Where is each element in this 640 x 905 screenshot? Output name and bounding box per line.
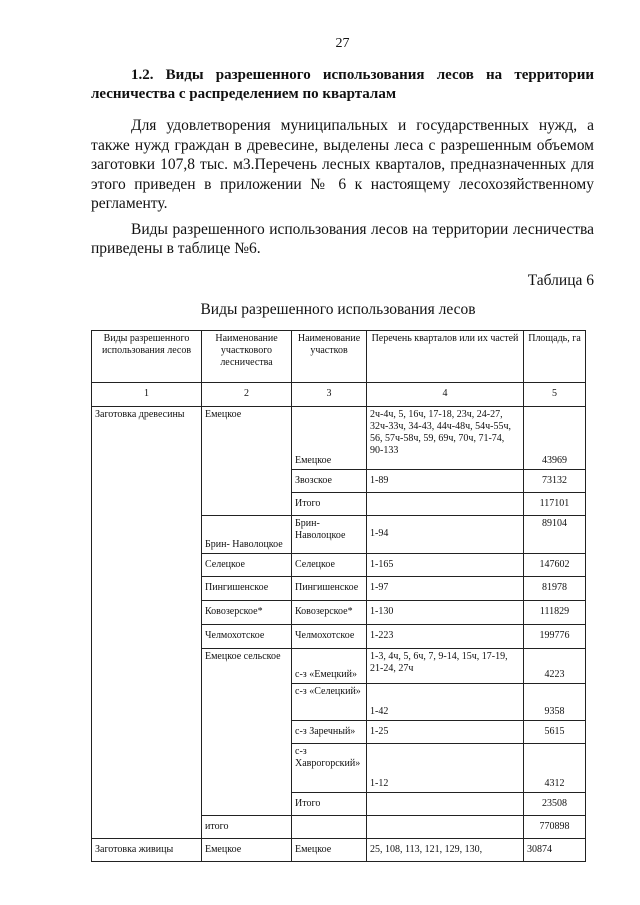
area-cell: 117101 — [523, 491, 586, 516]
area-cell: 4312 — [523, 742, 586, 793]
table-row: Пингишенское Пингишенское 1-97 81978 — [92, 575, 586, 601]
column-number: 1 — [91, 381, 202, 407]
quarters-cell: 2ч-4ч, 5, 16ч, 17-18, 23ч, 24-27, 32ч-33… — [366, 405, 524, 470]
quarters-cell: 1-223 — [366, 623, 524, 649]
header-row: Виды разрешенного использования лесов Наи… — [91, 329, 586, 383]
paragraph: Виды разрешенного использования лесов на… — [91, 220, 594, 258]
area-cell: 199776 — [523, 623, 586, 649]
district-forestry-cell: Селецкое — [201, 552, 292, 577]
column-header: Перечень кварталов или их частей — [366, 329, 524, 383]
plot-name-cell: с-з «Емецкий» — [291, 647, 367, 684]
section-heading-text: 1.2. Виды разрешенного использования лес… — [91, 67, 594, 102]
area-cell: 9358 — [523, 682, 586, 721]
plot-name-cell: Брин-Наволоцкое — [291, 514, 367, 554]
quarters-cell: 1-165 — [366, 552, 524, 577]
table-number: Таблица 6 — [527, 271, 594, 289]
column-header: Площадь, га — [523, 329, 586, 383]
district-forestry-cell: Ковозерское* — [201, 599, 292, 625]
quarters-cell: 25, 108, 113, 121, 129, 130, — [366, 837, 524, 862]
plot-name-cell: Емецкое — [291, 405, 367, 470]
plot-name-cell: с-з Хаврогорский» — [291, 742, 367, 793]
plot-name-cell: Селецкое — [291, 552, 367, 577]
table-row: Звозское 1-89 73132 — [92, 468, 586, 493]
plot-name-cell: с-з «Селецкий» — [291, 682, 367, 721]
area-cell: 43969 — [523, 405, 586, 470]
district-forestry-cell: Емецкое — [201, 405, 292, 516]
table-row: Итого 23508 — [92, 791, 586, 816]
area-cell: 5615 — [523, 719, 586, 744]
plot-name-cell: Пингишенское — [291, 575, 367, 601]
quarters-cell: 1-42 — [366, 682, 524, 721]
area-cell: 147602 — [523, 552, 586, 577]
plot-name-cell: Емецкое — [291, 837, 367, 862]
plot-name-cell: Челмохотское — [291, 623, 367, 649]
quarters-cell: 1-12 — [366, 742, 524, 793]
district-forestry-cell: Емецкое — [201, 837, 292, 862]
area-cell: 4223 — [523, 647, 586, 684]
column-number: 3 — [291, 381, 367, 407]
column-header: Наименование участкового лесничества — [201, 329, 292, 383]
district-forestry-cell: Емецкое сельское — [201, 647, 292, 816]
plot-name-cell: Итого — [291, 791, 367, 816]
quarters-cell: 1-3, 4ч, 5, 6ч, 7, 9-14, 15ч, 17-19, 21-… — [366, 647, 524, 684]
table-row: с-з «Селецкий» 1-42 9358 — [92, 682, 586, 721]
table-row: итого 770898 — [92, 814, 586, 839]
paragraph: Для удовлетворения муниципальных и госуд… — [91, 117, 594, 212]
area-cell: 30874 — [523, 837, 586, 862]
plot-name-cell: Итого — [291, 491, 367, 516]
area-cell: 81978 — [523, 575, 586, 601]
area-cell: 73132 — [523, 468, 586, 493]
quarters-cell: 1-25 — [366, 719, 524, 744]
table-row: с-з Заречный» 1-25 5615 — [92, 719, 586, 744]
plot-name-cell — [291, 814, 367, 839]
column-number: 5 — [523, 381, 586, 407]
area-cell: 770898 — [523, 814, 586, 839]
table-row: Брин- Наволоцкое Брин-Наволоцкое 1-94 89104 — [92, 514, 586, 554]
district-forestry-cell: Брин- Наволоцкое — [201, 514, 292, 554]
forest-use-table: Виды разрешенного использования лесов Наи… — [91, 329, 586, 862]
column-header: Наименование участков — [291, 329, 367, 383]
district-forestry-cell: Челмохотское — [201, 623, 292, 649]
table-row: Итого 117101 — [92, 491, 586, 516]
area-cell: 23508 — [523, 791, 586, 816]
area-cell: 89104 — [523, 514, 586, 554]
quarters-cell: 1-130 — [366, 599, 524, 625]
quarters-cell — [366, 814, 524, 839]
area-cell: 111829 — [523, 599, 586, 625]
plot-name-cell: с-з Заречный» — [291, 719, 367, 744]
column-header: Виды разрешенного использования лесов — [91, 329, 202, 383]
quarters-cell: 1-94 — [366, 514, 524, 554]
table-row: Селецкое Селецкое 1-165 147602 — [92, 552, 586, 577]
column-number: 2 — [201, 381, 292, 407]
quarters-cell — [366, 791, 524, 816]
plot-name-cell: Ковозерское* — [291, 599, 367, 625]
page-number: 27 — [335, 36, 350, 51]
use-type-cell: Заготовка живицы — [91, 837, 202, 862]
table-row: Заготовка живицы Емецкое Емецкое 25, 108, 1… — [91, 837, 586, 862]
plot-name-cell: Звозское — [291, 468, 367, 493]
quarters-cell — [366, 491, 524, 516]
table-row: Ковозерское* Ковозерское* 1-130 111829 — [92, 599, 586, 625]
table-row: Челмохотское Челмохотское 1-223 199776 — [92, 623, 586, 649]
quarters-cell: 1-89 — [366, 468, 524, 493]
section-heading: 1.2. Виды разрешенного использования лес… — [91, 66, 594, 104]
column-number: 4 — [366, 381, 524, 407]
district-forestry-cell: итого — [201, 814, 292, 839]
quarters-cell: 1-97 — [366, 575, 524, 601]
district-forestry-cell: Пингишенское — [201, 575, 292, 601]
table-title: Виды разрешенного использования лесов — [200, 300, 476, 318]
table-row: с-з Хаврогорский» 1-12 4312 — [92, 742, 586, 793]
use-type-cell: Заготовка древесины — [91, 405, 202, 839]
table-row: Заготовка древесины Емецкое Емецкое 2ч-4ч, … — [91, 405, 586, 839]
